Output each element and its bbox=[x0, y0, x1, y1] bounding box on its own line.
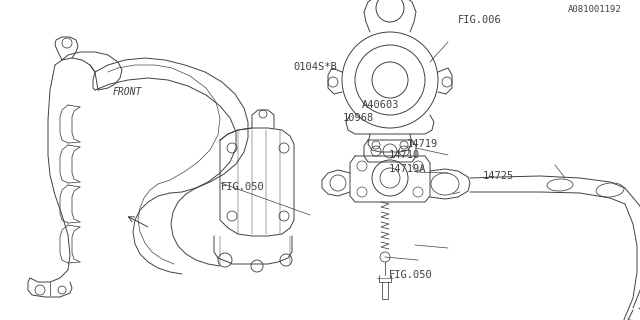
Text: FRONT: FRONT bbox=[113, 87, 142, 97]
Text: 0104S*B: 0104S*B bbox=[294, 62, 337, 72]
Text: FIG.006: FIG.006 bbox=[458, 15, 501, 25]
Text: A40603: A40603 bbox=[362, 100, 399, 110]
Text: 14725: 14725 bbox=[483, 171, 515, 180]
Text: A081001192: A081001192 bbox=[568, 5, 622, 14]
Text: FIG.050: FIG.050 bbox=[388, 270, 432, 280]
Text: FIG.050: FIG.050 bbox=[221, 182, 264, 192]
Text: 14719: 14719 bbox=[406, 139, 438, 148]
Text: 10968: 10968 bbox=[342, 113, 374, 123]
Text: 14719A: 14719A bbox=[388, 164, 426, 174]
Text: 14710: 14710 bbox=[388, 150, 420, 160]
